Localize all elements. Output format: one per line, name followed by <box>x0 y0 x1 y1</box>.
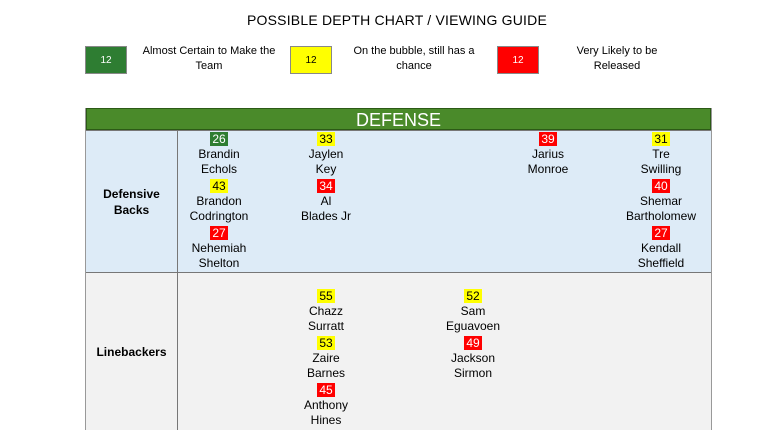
depth-chart-table: DEFENSE Defensive Backs 26 Brandin Echols 4… <box>85 108 712 430</box>
row-label: Defensive Backs <box>86 131 178 272</box>
player-first-name: Shemar <box>639 194 683 208</box>
key-yellow-number: 12 <box>305 54 317 66</box>
player-last-name: Echols <box>200 162 238 176</box>
player-entry: 55 Chazz Surratt <box>281 289 371 334</box>
jersey-number-badge: 53 <box>317 336 335 350</box>
player-first-name: Brandon <box>196 194 242 208</box>
key-red-number: 12 <box>512 54 524 66</box>
jersey-number-badge: 43 <box>210 179 228 193</box>
player-first-name: Anthony <box>303 398 349 412</box>
player-last-name: Swilling <box>640 162 682 176</box>
player-first-name: Jaylen <box>308 147 344 161</box>
player-entry: 31 Tre Swilling <box>616 132 706 177</box>
key-yellow-label: On the bubble, still has a chance <box>353 45 475 72</box>
row-linebackers: Linebackers 55 Chazz Surratt 53 Zaire Barnes 4… <box>86 272 711 430</box>
player-last-name: Barnes <box>306 366 346 380</box>
player-last-name: Hines <box>310 413 342 427</box>
player-first-name: Sam <box>460 304 486 318</box>
player-entry: 39 Jarius Monroe <box>503 132 593 177</box>
key-green-label: Almost Certain to Make the Team <box>142 45 276 72</box>
jersey-number-badge: 52 <box>464 289 482 303</box>
jersey-number-badge: 27 <box>652 226 670 240</box>
player-entry: 27 Kendall Sheffield <box>616 226 706 271</box>
jersey-number-badge: 45 <box>317 383 335 397</box>
jersey-number-badge: 34 <box>317 179 335 193</box>
jersey-number-badge: 31 <box>652 132 670 146</box>
player-first-name: Nehemiah <box>191 241 247 255</box>
player-last-name: Shelton <box>198 256 240 270</box>
player-entry: 53 Zaire Barnes <box>281 336 371 381</box>
key-green-swatch: 12 <box>85 46 127 74</box>
player-entry: 26 Brandin Echols <box>174 132 264 177</box>
player-last-name: Sheffield <box>637 256 685 270</box>
section-header: DEFENSE <box>86 108 711 130</box>
player-first-name: Brandin <box>198 147 240 161</box>
player-entry: 52 Sam Eguavoen <box>428 289 518 334</box>
player-first-name: Jackson <box>450 351 496 365</box>
player-entry: 27 Nehemiah Shelton <box>174 226 264 271</box>
key-yellow-swatch: 12 <box>290 46 332 74</box>
player-first-name: Kendall <box>640 241 682 255</box>
jersey-number-badge: 40 <box>652 179 670 193</box>
player-entry: 45 Anthony Hines <box>281 383 371 428</box>
player-last-name: Surratt <box>307 319 344 333</box>
jersey-number-badge: 39 <box>539 132 557 146</box>
player-last-name: Eguavoen <box>445 319 501 333</box>
player-last-name: Monroe <box>527 162 569 176</box>
jersey-number-badge: 33 <box>317 132 335 146</box>
key-red-label: Very Likely to be Released <box>576 45 658 72</box>
player-entry: 34 Al Blades Jr <box>281 179 371 224</box>
player-first-name: Tre <box>652 147 670 161</box>
jersey-number-badge: 49 <box>464 336 482 350</box>
player-last-name: Key <box>315 162 337 176</box>
player-last-name: Bartholomew <box>625 209 697 223</box>
row-defensive-backs: Defensive Backs 26 Brandin Echols 43 Brandon… <box>86 130 711 272</box>
key-red-swatch: 12 <box>497 46 539 74</box>
player-entry: 40 Shemar Bartholomew <box>616 179 706 224</box>
player-last-name: Blades Jr <box>300 209 352 223</box>
player-entry: 43 Brandon Codrington <box>174 179 264 224</box>
jersey-number-badge: 27 <box>210 226 228 240</box>
jersey-number-badge: 55 <box>317 289 335 303</box>
page-title: POSSIBLE DEPTH CHART / VIEWING GUIDE <box>247 12 547 28</box>
row-label: Linebackers <box>86 273 178 430</box>
player-last-name: Sirmon <box>453 366 492 380</box>
key-green-number: 12 <box>100 54 112 66</box>
jersey-number-badge: 26 <box>210 132 228 146</box>
player-entry: 49 Jackson Sirmon <box>428 336 518 381</box>
player-first-name: Zaire <box>312 351 340 365</box>
player-last-name: Codrington <box>189 209 249 223</box>
player-first-name: Jarius <box>531 147 564 161</box>
player-entry: 33 Jaylen Key <box>281 132 371 177</box>
player-first-name: Chazz <box>308 304 343 318</box>
player-first-name: Al <box>320 194 332 208</box>
